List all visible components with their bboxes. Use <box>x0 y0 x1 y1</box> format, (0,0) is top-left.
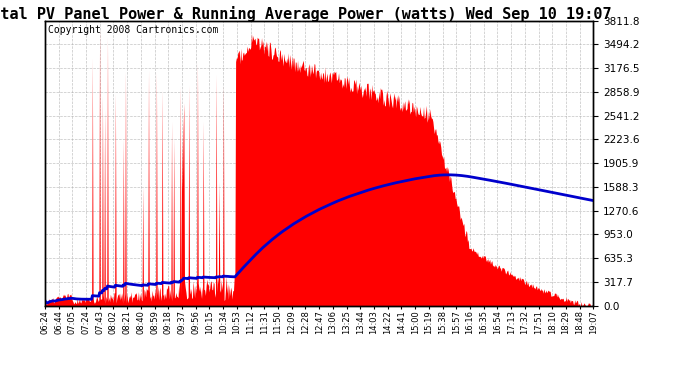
Text: Total PV Panel Power & Running Average Power (watts) Wed Sep 10 19:07: Total PV Panel Power & Running Average P… <box>0 6 611 22</box>
Text: Copyright 2008 Cartronics.com: Copyright 2008 Cartronics.com <box>48 25 218 35</box>
